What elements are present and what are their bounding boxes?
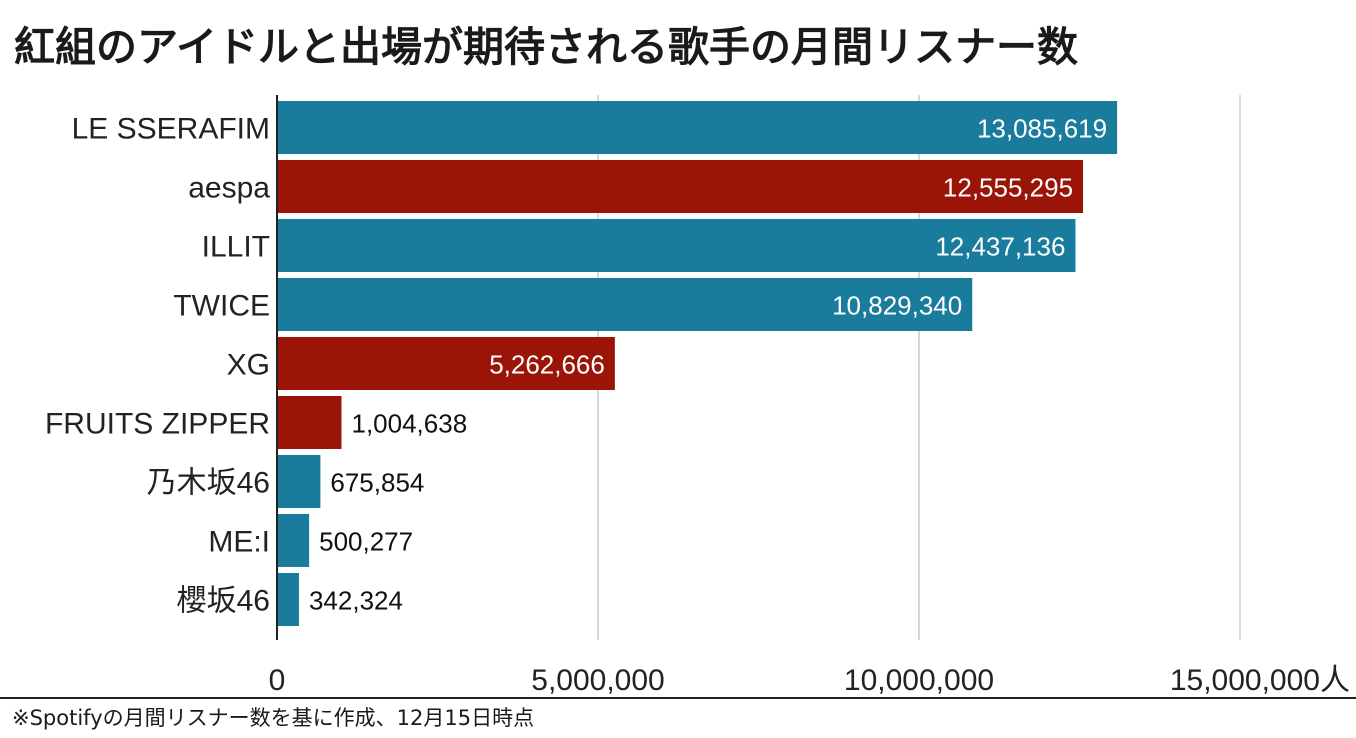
bar	[277, 160, 1084, 213]
footnote: ※Spotifyの月間リスナー数を基に作成、12月15日時点	[12, 706, 535, 730]
value-label: 500,277	[319, 527, 413, 557]
bar	[277, 514, 310, 567]
bar	[277, 396, 342, 449]
x-tick-label: 10,000,000	[844, 664, 994, 697]
value-label: 1,004,638	[351, 409, 467, 439]
category-label: XG	[227, 349, 270, 382]
value-label: 5,262,666	[489, 350, 605, 380]
category-label: aespa	[188, 172, 270, 205]
bar	[277, 455, 321, 508]
value-label: 12,437,136	[935, 232, 1065, 262]
bar	[277, 101, 1118, 154]
bar	[277, 278, 973, 331]
bar	[277, 219, 1076, 272]
x-tick-label: 5,000,000	[531, 664, 664, 697]
x-tick-label: 15,000,000人	[1170, 664, 1350, 697]
value-label: 675,854	[330, 468, 424, 498]
value-label: 13,085,619	[977, 114, 1107, 144]
category-label: ME:I	[208, 526, 270, 559]
value-label: 12,555,295	[943, 173, 1073, 203]
footnote-divider	[0, 697, 1356, 699]
category-label: FRUITS ZIPPER	[45, 408, 270, 441]
bar	[277, 337, 615, 390]
chart-title: 紅組のアイドルと出場が期待される歌手の月間リスナー数	[14, 23, 1078, 71]
category-label: LE SSERAFIM	[72, 113, 270, 146]
category-label: TWICE	[173, 290, 270, 323]
category-label: 乃木坂46	[147, 467, 270, 500]
bar-chart: LE SSERAFIM 13,085,619 aespa 12,555,295 ILLI…	[45, 95, 1350, 697]
bar	[277, 573, 299, 626]
x-tick-label: 0	[269, 664, 286, 697]
value-label: 10,829,340	[832, 291, 962, 321]
category-label: ILLIT	[202, 231, 270, 264]
value-label: 342,324	[309, 586, 403, 616]
category-label: 櫻坂46	[177, 585, 270, 618]
